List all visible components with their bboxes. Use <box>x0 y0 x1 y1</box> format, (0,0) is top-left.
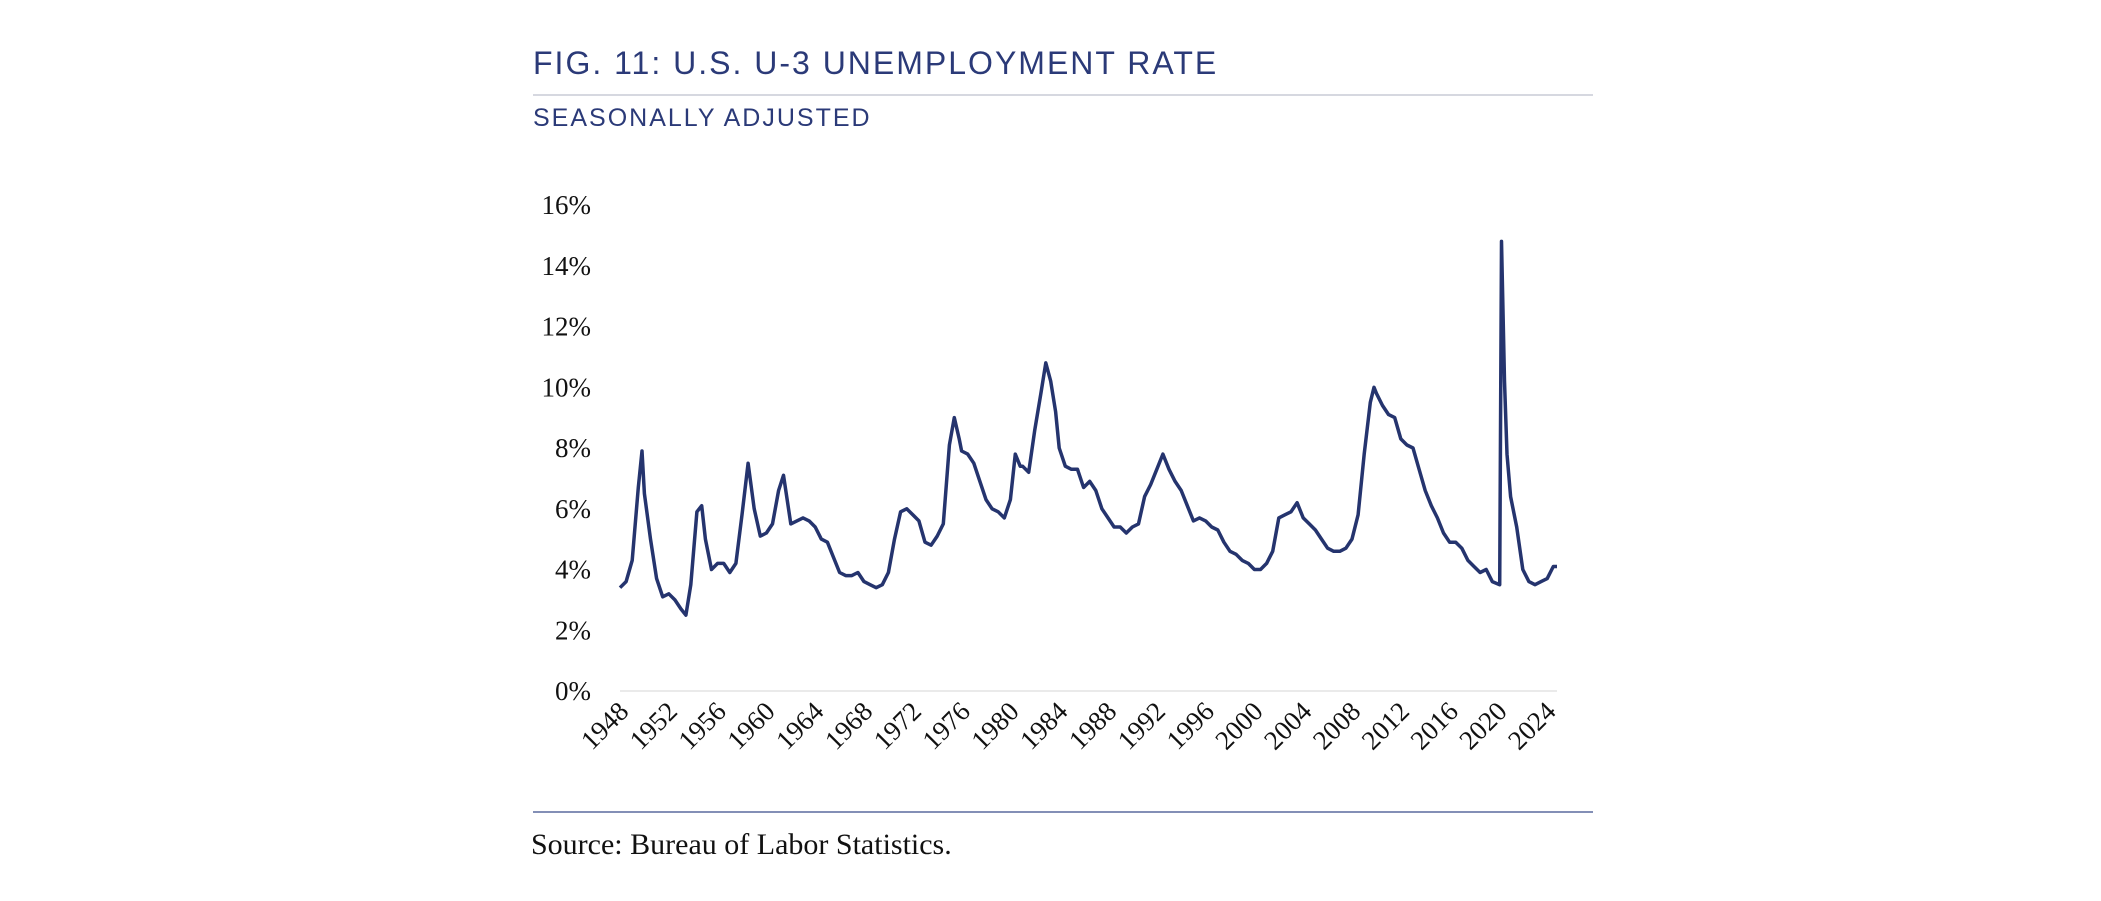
x-tick-label: 1976 <box>916 696 975 755</box>
x-tick-label: 2024 <box>1502 696 1562 756</box>
data-line <box>618 239 1557 617</box>
x-tick-label: 2008 <box>1307 696 1366 755</box>
x-tick-label: 2000 <box>1209 696 1268 755</box>
x-tick-label: 1988 <box>1063 696 1122 755</box>
x-tick-label: 1980 <box>965 696 1024 755</box>
y-tick-label: 16% <box>542 190 592 220</box>
x-tick-label: 2016 <box>1404 696 1463 755</box>
y-tick-label: 14% <box>542 251 592 281</box>
y-tick-label: 2% <box>555 615 591 645</box>
y-tick-label: 8% <box>555 433 591 463</box>
x-tick-label: 1992 <box>1112 696 1171 755</box>
y-tick-label: 0% <box>555 676 591 706</box>
y-tick-label: 10% <box>542 372 592 402</box>
x-tick-label: 2004 <box>1258 696 1318 756</box>
x-tick-label: 1956 <box>672 696 731 755</box>
x-tick-label: 1984 <box>1014 696 1074 756</box>
source-note: Source: Bureau of Labor Statistics. <box>531 828 952 861</box>
y-tick-label: 12% <box>542 312 592 342</box>
x-tick-label: 1972 <box>868 696 927 755</box>
chart-subtitle: SEASONALLY ADJUSTED <box>533 104 872 132</box>
x-tick-label: 1960 <box>721 696 780 755</box>
y-tick-label: 4% <box>555 555 591 585</box>
x-tick-label: 2012 <box>1356 696 1415 755</box>
x-tick-label: 1952 <box>624 696 683 755</box>
x-tick-label: 2020 <box>1453 696 1512 755</box>
x-tick-label: 1968 <box>819 696 878 755</box>
x-tick-label: 1996 <box>1160 696 1219 755</box>
x-tick-label: 1964 <box>770 696 830 756</box>
chart-title: FIG. 11: U.S. U-3 UNEMPLOYMENT RATE <box>533 45 1218 81</box>
y-tick-label: 6% <box>555 494 591 524</box>
